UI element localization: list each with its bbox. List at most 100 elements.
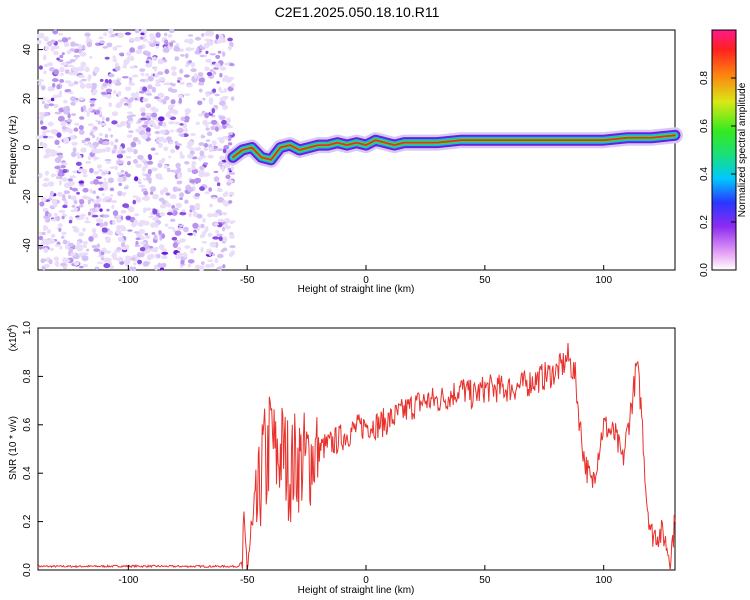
noise-speckle <box>104 250 112 254</box>
noise-speckle <box>203 147 209 152</box>
noise-speckle <box>135 196 142 203</box>
noise-speckle <box>112 79 117 85</box>
noise-speckle <box>45 148 52 155</box>
noise-speckle <box>167 114 172 118</box>
noise-speckle <box>151 231 156 235</box>
noise-speckle <box>71 204 76 208</box>
noise-speckle <box>117 190 123 197</box>
noise-speckle <box>177 76 183 81</box>
noise-speckle <box>99 222 104 228</box>
noise-speckle <box>38 80 42 87</box>
noise-speckle <box>121 75 129 79</box>
noise-speckle <box>167 34 173 38</box>
noise-speckle <box>94 70 99 74</box>
noise-speckle <box>79 265 84 269</box>
noise-speckle <box>159 211 165 217</box>
noise-speckle <box>67 113 71 119</box>
noise-speckle <box>204 54 208 58</box>
noise-speckle <box>204 263 212 268</box>
noise-speckle <box>205 58 212 63</box>
noise-speckle <box>150 147 156 151</box>
noise-speckle <box>199 223 205 229</box>
noise-speckle <box>93 170 100 175</box>
noise-speckle <box>43 154 49 159</box>
noise-speckle <box>61 52 65 56</box>
snr-scale-close: ) <box>8 325 19 328</box>
noise-speckle <box>172 228 176 232</box>
noise-speckle <box>211 108 215 114</box>
noise-speckle <box>78 46 83 50</box>
noise-speckle <box>106 208 110 212</box>
noise-speckle <box>218 211 223 216</box>
noise-speckle <box>227 135 232 142</box>
noise-speckle <box>104 158 112 162</box>
noise-speckle <box>82 227 86 232</box>
noise-speckle <box>166 136 172 142</box>
noise-speckle <box>94 207 100 212</box>
noise-speckle <box>194 264 201 269</box>
noise-speckle <box>189 150 195 156</box>
heatmap-x-ticks: -100 -50 0 50 100 <box>118 265 612 286</box>
noise-speckle <box>122 246 127 251</box>
noise-speckle <box>82 244 88 249</box>
noise-speckle <box>221 166 225 173</box>
noise-speckle <box>39 111 45 116</box>
noise-speckle <box>157 92 165 98</box>
noise-speckle <box>123 102 129 106</box>
noise-speckle <box>190 68 197 73</box>
signal-trace-band <box>232 134 676 161</box>
noise-speckle <box>224 218 231 224</box>
noise-speckle <box>154 130 160 135</box>
snr-panel: -100 -50 0 50 100 0.0 0.2 0.4 0.6 0.8 1.0 Height … <box>7 321 676 596</box>
noise-speckle <box>141 133 148 140</box>
noise-speckle <box>154 152 159 155</box>
noise-speckle <box>95 119 99 123</box>
noise-speckle <box>85 248 90 252</box>
noise-speckle <box>130 92 137 98</box>
noise-speckle <box>203 42 210 49</box>
noise-speckle <box>127 102 132 109</box>
noise-speckle <box>179 211 187 216</box>
noise-speckle <box>172 207 180 211</box>
noise-speckle <box>198 88 203 93</box>
noise-speckle <box>134 244 141 247</box>
noise-speckle <box>58 59 64 62</box>
noise-speckle <box>176 143 182 147</box>
noise-speckle <box>224 62 230 66</box>
noise-speckle <box>220 90 224 94</box>
noise-speckle <box>46 229 52 234</box>
noise-speckle <box>101 227 108 233</box>
noise-speckle <box>182 252 188 258</box>
noise-speckle <box>170 99 176 105</box>
noise-speckle <box>65 61 72 64</box>
heatmap-panel: -100 -50 0 50 100 -40 -20 0 20 40 Height of stra… <box>8 28 683 295</box>
noise-speckle <box>139 247 146 252</box>
noise-speckle <box>149 186 157 192</box>
noise-speckle <box>209 203 214 208</box>
noise-speckle <box>222 264 226 269</box>
noise-speckle <box>153 108 159 113</box>
noise-speckle <box>97 120 101 125</box>
noise-speckle <box>52 173 57 177</box>
noise-speckle <box>107 177 114 184</box>
noise-speckle <box>208 100 214 105</box>
noise-speckle <box>126 111 134 115</box>
noise-speckle <box>187 140 194 147</box>
noise-speckle <box>73 81 79 85</box>
y-tick-label: 1.0 <box>22 321 33 335</box>
noise-speckle <box>152 194 159 199</box>
noise-speckle <box>137 154 144 160</box>
noise-speckle <box>125 255 132 260</box>
colorbar-tick-label: 0.4 <box>699 167 710 181</box>
y-tick-label: -20 <box>22 189 33 204</box>
noise-speckle <box>140 32 145 36</box>
noise-speckle <box>153 264 159 271</box>
noise-speckle <box>38 235 44 241</box>
noise-speckle <box>44 46 50 51</box>
heatmap-x-label: Height of straight line (km) <box>298 284 415 295</box>
noise-speckle <box>197 100 203 106</box>
noise-speckle <box>116 160 124 165</box>
noise-speckle <box>140 112 147 117</box>
noise-speckle <box>135 163 143 168</box>
noise-speckle <box>187 38 194 45</box>
